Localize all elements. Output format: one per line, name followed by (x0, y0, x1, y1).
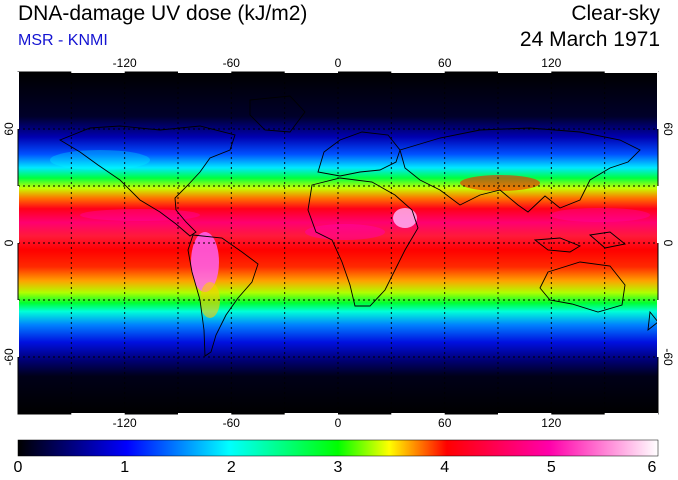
lat-label-left: 60 (2, 122, 16, 136)
lon-label-bottom: -60 (223, 416, 241, 430)
colorbar-label: 5 (546, 459, 556, 476)
lon-label-top: 120 (541, 56, 561, 70)
lon-label-top: 60 (438, 56, 452, 70)
lon-label-top: -60 (223, 56, 241, 70)
colorbar-label: 3 (333, 459, 343, 476)
lon-label-bottom: 60 (438, 416, 452, 430)
coastlines (58, 95, 658, 357)
lat-label-left: -60 (2, 348, 16, 366)
graticule (18, 72, 658, 414)
lat-label-right: -60 (661, 348, 675, 366)
lat-label-right: 60 (661, 122, 675, 136)
lon-label-bottom: 0 (335, 416, 342, 430)
colorbar-label: 2 (226, 459, 236, 476)
colorbar-label: 4 (440, 459, 450, 476)
lat-label-right: 0 (661, 240, 675, 247)
colorbar-label: 0 (13, 459, 23, 476)
colorbar-label: 6 (647, 459, 657, 476)
lon-label-top: -120 (113, 56, 137, 70)
map-title: DNA-damage UV dose (kJ/m2) (18, 2, 308, 25)
date-label: 24 March 1971 (519, 28, 660, 51)
lon-label-bottom: -120 (113, 416, 137, 430)
colorbar (17, 439, 659, 457)
lon-label-bottom: 120 (541, 416, 561, 430)
lon-label-top: 0 (335, 56, 342, 70)
lat-label-left: 0 (2, 239, 16, 246)
frame-border-ticks (16, 70, 660, 416)
colorbar-label: 1 (120, 459, 130, 476)
sky-condition-label: Clear-sky (571, 2, 660, 25)
data-source-label: MSR - KNMI (18, 32, 108, 49)
